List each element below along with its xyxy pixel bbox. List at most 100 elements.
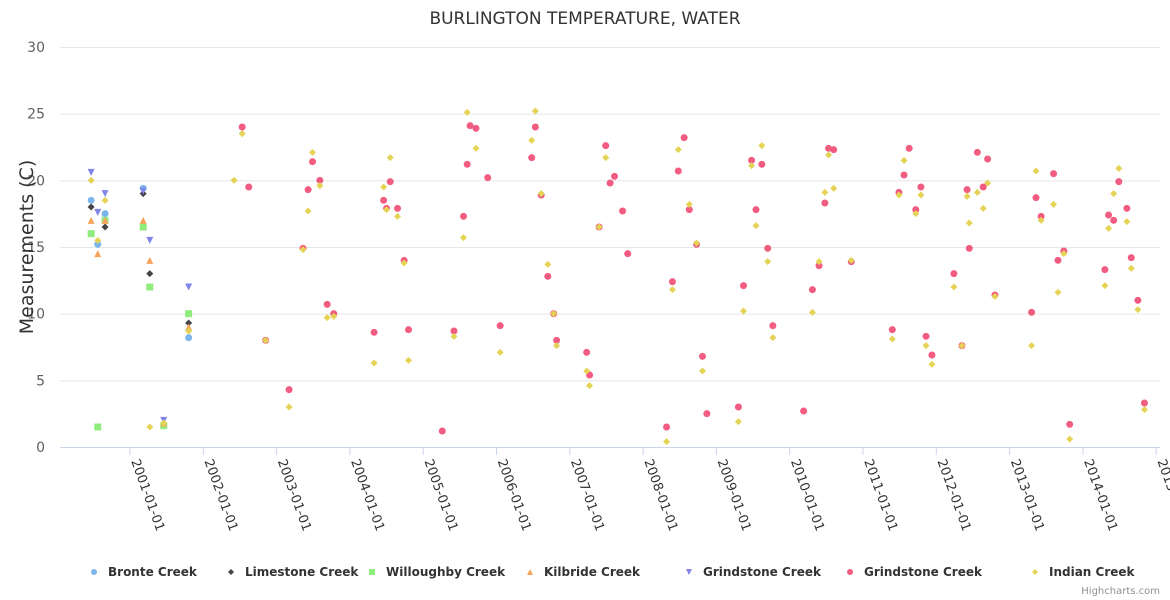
data-point[interactable] — [1060, 250, 1068, 258]
legend-marker-icon[interactable] — [686, 569, 692, 575]
data-point[interactable] — [230, 176, 238, 184]
data-point[interactable] — [1066, 420, 1074, 428]
data-point[interactable] — [386, 178, 394, 186]
data-point[interactable] — [693, 239, 701, 247]
data-point[interactable] — [101, 196, 109, 204]
data-point[interactable] — [698, 367, 706, 375]
data-point[interactable] — [611, 172, 619, 180]
data-point[interactable] — [101, 210, 109, 218]
data-point[interactable] — [764, 244, 772, 252]
data-point[interactable] — [1123, 218, 1131, 226]
data-point[interactable] — [94, 423, 102, 431]
legend-marker-icon[interactable] — [369, 569, 375, 575]
data-point[interactable] — [950, 283, 958, 291]
data-point[interactable] — [973, 188, 981, 196]
data-point[interactable] — [602, 154, 610, 162]
data-point[interactable] — [466, 122, 474, 130]
data-point[interactable] — [94, 236, 102, 244]
data-point[interactable] — [1037, 212, 1045, 220]
data-point[interactable] — [958, 342, 966, 350]
data-point[interactable] — [438, 427, 446, 435]
data-point[interactable] — [1110, 190, 1118, 198]
data-point[interactable] — [821, 188, 829, 196]
data-point[interactable] — [146, 256, 154, 264]
data-point[interactable] — [101, 216, 109, 224]
legend-item[interactable]: Grindstone Creek — [847, 565, 983, 579]
data-point[interactable] — [912, 210, 920, 218]
data-point[interactable] — [139, 216, 147, 224]
data-point[interactable] — [94, 208, 102, 216]
data-point[interactable] — [400, 259, 408, 267]
data-point[interactable] — [740, 282, 748, 290]
data-point[interactable] — [146, 270, 154, 278]
data-point[interactable] — [553, 336, 561, 344]
data-point[interactable] — [544, 260, 552, 268]
data-point[interactable] — [991, 292, 999, 300]
data-point[interactable] — [383, 206, 391, 214]
data-point[interactable] — [808, 286, 816, 294]
data-point[interactable] — [1105, 224, 1113, 232]
data-point[interactable] — [815, 262, 823, 270]
data-point[interactable] — [663, 423, 671, 431]
data-point[interactable] — [304, 186, 312, 194]
data-point[interactable] — [285, 403, 293, 411]
data-point[interactable] — [323, 300, 331, 308]
data-point[interactable] — [740, 307, 748, 315]
data-point[interactable] — [963, 186, 971, 194]
credits-link[interactable]: Highcharts.com — [1081, 586, 1160, 597]
data-point[interactable] — [821, 199, 829, 207]
data-point[interactable] — [900, 171, 908, 179]
data-point[interactable] — [146, 236, 154, 244]
data-point[interactable] — [619, 207, 627, 215]
data-point[interactable] — [752, 206, 760, 214]
data-point[interactable] — [245, 183, 253, 191]
data-point[interactable] — [922, 332, 930, 340]
data-point[interactable] — [185, 310, 193, 318]
data-point[interactable] — [912, 206, 920, 214]
data-point[interactable] — [586, 382, 594, 390]
data-point[interactable] — [1134, 306, 1142, 314]
data-point[interactable] — [309, 158, 317, 166]
data-point[interactable] — [299, 246, 307, 254]
data-point[interactable] — [917, 191, 925, 199]
data-point[interactable] — [146, 283, 154, 291]
data-point[interactable] — [922, 342, 930, 350]
data-point[interactable] — [830, 184, 838, 192]
legend-item[interactable]: Willoughby Creek — [369, 565, 506, 579]
data-point[interactable] — [769, 322, 777, 330]
data-point[interactable] — [928, 351, 936, 359]
data-point[interactable] — [262, 336, 270, 344]
legend-item[interactable]: Grindstone Creek — [686, 565, 822, 579]
data-point[interactable] — [668, 286, 676, 294]
data-point[interactable] — [928, 360, 936, 368]
data-point[interactable] — [965, 219, 973, 227]
data-point[interactable] — [606, 179, 614, 187]
data-point[interactable] — [764, 258, 772, 266]
data-point[interactable] — [905, 144, 913, 152]
data-point[interactable] — [139, 223, 147, 231]
data-point[interactable] — [698, 352, 706, 360]
legend-marker-icon[interactable] — [847, 569, 853, 575]
data-point[interactable] — [380, 196, 388, 204]
data-point[interactable] — [87, 168, 95, 176]
data-point[interactable] — [815, 258, 823, 266]
data-point[interactable] — [484, 174, 492, 182]
legend-item[interactable]: Limestone Creek — [228, 565, 359, 579]
data-point[interactable] — [531, 107, 539, 115]
data-point[interactable] — [405, 356, 413, 364]
data-point[interactable] — [285, 386, 293, 394]
data-point[interactable] — [800, 407, 808, 415]
data-point[interactable] — [531, 123, 539, 131]
data-point[interactable] — [496, 322, 504, 330]
data-point[interactable] — [370, 328, 378, 336]
data-point[interactable] — [758, 142, 766, 150]
data-point[interactable] — [160, 419, 168, 427]
data-point[interactable] — [185, 323, 193, 331]
data-point[interactable] — [1115, 178, 1123, 186]
data-point[interactable] — [830, 146, 838, 154]
data-point[interactable] — [1110, 216, 1118, 224]
legend-item[interactable]: Kilbride Creek — [527, 565, 641, 579]
data-point[interactable] — [528, 136, 536, 144]
data-point[interactable] — [309, 148, 317, 156]
data-point[interactable] — [87, 196, 95, 204]
